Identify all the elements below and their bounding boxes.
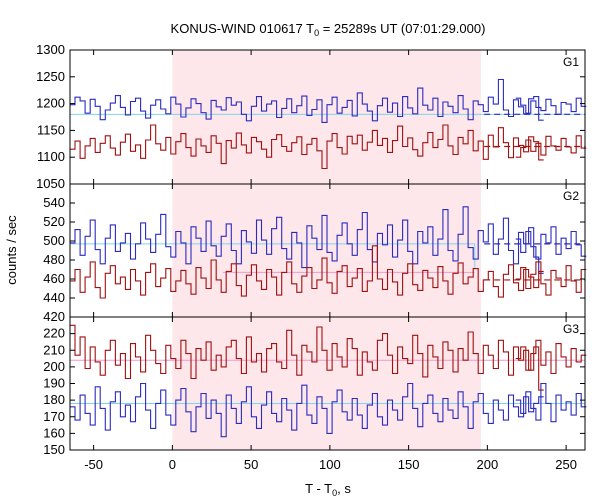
chart-title-main: KONUS-WIND 010617 T	[171, 21, 315, 36]
panel-label: G2	[563, 189, 579, 203]
y-tick-label: 1100	[37, 149, 65, 164]
series-blue-tail-line	[515, 226, 587, 260]
x-tick-label: 200	[477, 457, 499, 472]
y-tick-label: 540	[43, 195, 65, 210]
series-blue-line	[70, 78, 544, 123]
series-red-tail-line	[515, 261, 587, 296]
series-red-line	[70, 245, 544, 299]
y-tick-label: 170	[43, 409, 65, 424]
x-tick-label: 250	[555, 457, 577, 472]
chart-title-subscript: 0	[314, 28, 319, 38]
series-red-tail-line	[515, 339, 587, 375]
y-tick-label: 1300	[36, 42, 65, 57]
series-red-line	[70, 324, 544, 391]
x-axis-label-main: T - T	[305, 481, 332, 496]
x-axis-label-rest: , s	[337, 481, 351, 496]
y-tick-label: 210	[43, 342, 65, 357]
x-tick-label: 100	[319, 457, 341, 472]
y-tick-label: 200	[43, 359, 65, 374]
panels-group: 1050 1100 1150 1200 1250 1300 G1 420 440 460 480 50…	[36, 42, 587, 472]
y-tick-label: 150	[43, 442, 65, 457]
y-tick-label: 520	[43, 214, 65, 229]
y-tick-label: 1250	[36, 69, 65, 84]
series-blue-line	[70, 206, 544, 274]
y-tick-label: 220	[43, 326, 65, 341]
y-tick-label: 1150	[37, 122, 65, 137]
x-axis-label: T - T0, s	[305, 481, 351, 498]
y-tick-label: 1050	[36, 176, 65, 191]
series-red-line	[70, 124, 544, 170]
y-tick-label: 500	[43, 233, 65, 248]
chart-title: KONUS-WIND 010617 T0 = 25289s UT (07:01:…	[171, 21, 486, 38]
chart-title-rest: = 25289s UT (07:01:29.000)	[319, 21, 485, 36]
y-axis-label: counts / sec	[4, 215, 19, 285]
series-blue-line	[70, 382, 544, 438]
x-tick-label: -50	[84, 457, 103, 472]
y-tick-label: 460	[43, 271, 65, 286]
series-blue-tail-line	[515, 97, 587, 115]
series-red-tail-line	[515, 135, 587, 158]
y-tick-label: 420	[43, 309, 65, 324]
y-tick-label: 160	[43, 425, 65, 440]
x-tick-label: 50	[244, 457, 258, 472]
panel-g2: 420 440 460 480 500 520 540 G2	[43, 183, 587, 324]
panel-label: G1	[563, 55, 579, 69]
y-tick-label: 180	[43, 392, 65, 407]
y-tick-label: 480	[43, 252, 65, 267]
x-tick-label: 150	[398, 457, 420, 472]
y-tick-label: 190	[43, 376, 65, 391]
series-blue-tail-line	[515, 382, 587, 423]
y-tick-label: 440	[43, 290, 65, 305]
x-axis-label-subscript: 0	[332, 488, 337, 498]
panel-label: G3	[563, 322, 579, 336]
x-tick-label: 0	[169, 457, 176, 472]
y-tick-label: 1200	[36, 96, 65, 111]
